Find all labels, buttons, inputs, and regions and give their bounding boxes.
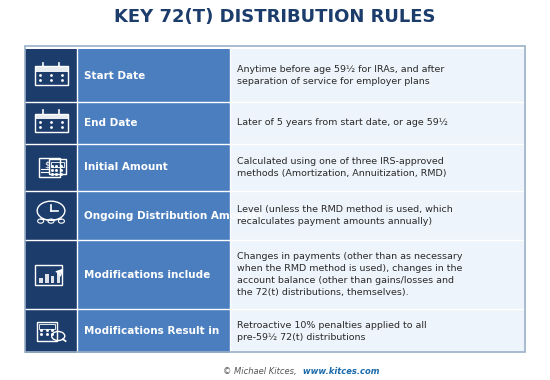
Bar <box>39 158 60 177</box>
Bar <box>39 324 55 329</box>
Bar <box>78 102 230 144</box>
Text: Modifications Result in: Modifications Result in <box>84 326 219 336</box>
Bar <box>35 264 62 285</box>
Bar <box>57 271 60 283</box>
Bar <box>230 49 525 102</box>
Bar <box>45 274 48 283</box>
Text: Later of 5 years from start date, or age 59½: Later of 5 years from start date, or age… <box>236 118 448 127</box>
Bar <box>78 191 230 240</box>
Bar <box>25 49 78 102</box>
Text: Level (unless the RMD method is used, which
recalculates payment amounts annuall: Level (unless the RMD method is used, wh… <box>236 205 452 226</box>
Bar <box>49 159 67 174</box>
Text: KEY 72(T) DISTRIBUTION RULES: KEY 72(T) DISTRIBUTION RULES <box>114 8 436 26</box>
Bar <box>35 114 68 132</box>
Bar <box>25 46 525 352</box>
Bar <box>25 144 78 191</box>
Text: Changes in payments (other than as necessary
when the RMD method is used), chang: Changes in payments (other than as neces… <box>236 252 462 298</box>
Bar <box>35 66 68 85</box>
Text: www.kitces.com: www.kitces.com <box>300 367 379 376</box>
Text: Retroactive 10% penalties applied to all
pre-59½ 72(t) distributions: Retroactive 10% penalties applied to all… <box>236 321 426 342</box>
Bar <box>35 66 68 71</box>
Bar <box>230 191 525 240</box>
Text: Modifications include: Modifications include <box>84 270 210 280</box>
Bar <box>35 114 68 119</box>
Bar <box>78 240 230 309</box>
Bar <box>78 144 230 191</box>
Text: Ongoing Distribution Amounts: Ongoing Distribution Amounts <box>84 211 263 220</box>
Text: © Michael Kitces,: © Michael Kitces, <box>223 367 297 376</box>
Bar <box>230 102 525 144</box>
Bar <box>25 102 78 144</box>
Bar <box>230 144 525 191</box>
Bar <box>25 191 78 240</box>
Text: Anytime before age 59½ for IRAs, and after
separation of service for employer pl: Anytime before age 59½ for IRAs, and aft… <box>236 65 444 86</box>
Bar <box>51 162 64 167</box>
Bar <box>78 309 230 353</box>
Text: $: $ <box>44 160 50 169</box>
Bar <box>25 240 78 309</box>
Bar <box>37 321 57 341</box>
Bar <box>25 309 78 353</box>
Bar <box>230 240 525 309</box>
Bar <box>230 309 525 353</box>
Bar <box>51 276 54 283</box>
Bar <box>39 278 43 283</box>
Bar <box>78 49 230 102</box>
Text: End Date: End Date <box>84 118 138 128</box>
Text: Initial Amount: Initial Amount <box>84 162 168 172</box>
Text: Start Date: Start Date <box>84 71 145 81</box>
Text: Calculated using one of three IRS-approved
methods (Amortization, Annuitization,: Calculated using one of three IRS-approv… <box>236 157 446 178</box>
